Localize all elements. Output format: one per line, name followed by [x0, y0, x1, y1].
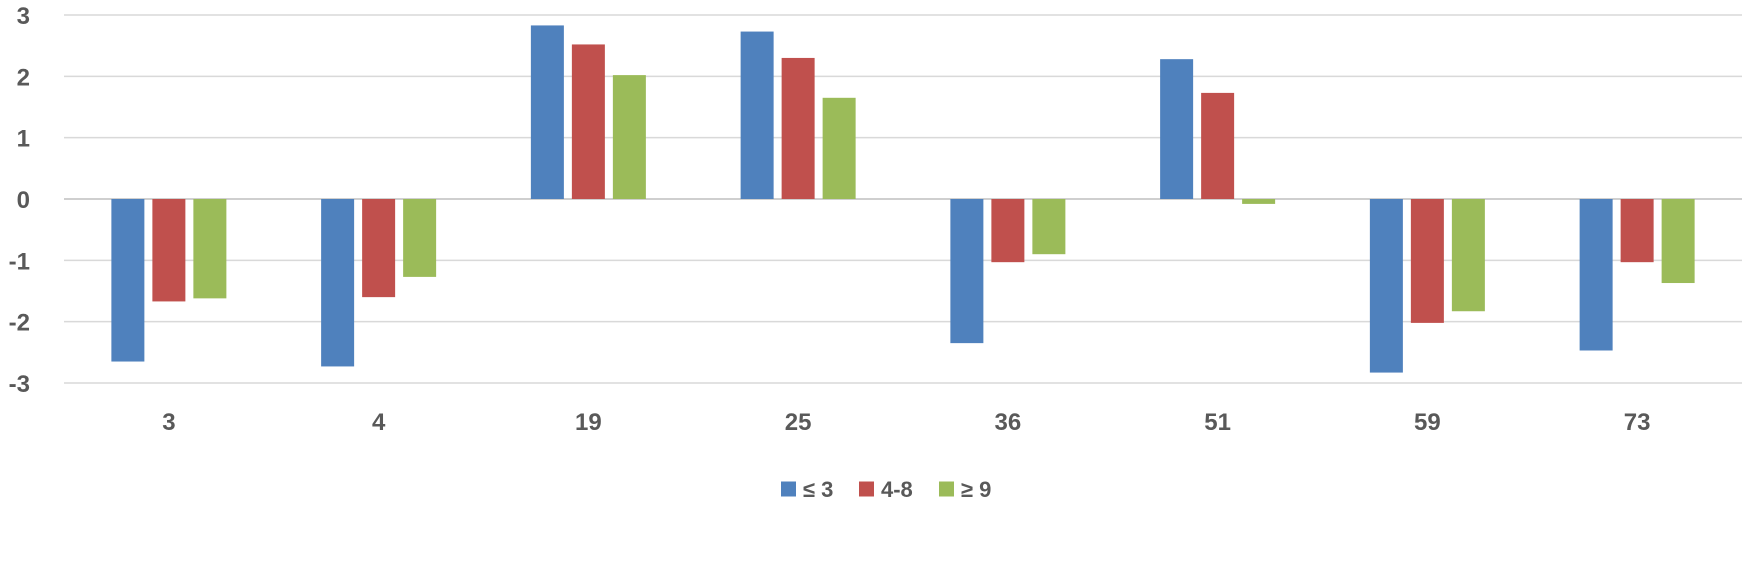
y-tick-label: 0	[17, 187, 30, 214]
bar-36-series-0	[950, 199, 984, 344]
bar-3-series-0	[111, 199, 145, 362]
legend-item: ≥ 9	[939, 477, 991, 502]
y-tick-label: -1	[9, 248, 30, 275]
bar-73-series-1	[1620, 199, 1654, 263]
bar-51-series-0	[1160, 59, 1194, 199]
y-tick-label: 3	[17, 3, 30, 30]
x-tick-label: 3	[162, 409, 175, 436]
legend: ≤ 3 4-8 ≥ 9	[781, 477, 991, 502]
bar-25-series-2	[822, 97, 856, 199]
bar-25-series-1	[781, 57, 815, 199]
x-tick-label: 4	[372, 409, 386, 436]
x-tick-label: 36	[995, 409, 1022, 436]
bar-36-series-2	[1032, 199, 1066, 255]
legend-item: ≤ 3	[781, 477, 833, 502]
y-tick-label: 1	[17, 126, 30, 153]
bar-36-series-1	[991, 199, 1025, 263]
bar-59-series-2	[1451, 199, 1485, 312]
legend-swatch	[939, 481, 954, 497]
legend-swatch	[859, 481, 874, 497]
y-tick-label: -2	[9, 310, 30, 337]
bar-4-series-2	[403, 199, 437, 277]
x-tick-label: 59	[1414, 409, 1441, 436]
legend-swatch	[781, 481, 796, 497]
gridlines	[64, 14, 1742, 384]
x-tick-label: 19	[575, 409, 602, 436]
x-tick-label: 51	[1204, 409, 1231, 436]
y-tick-label: -3	[9, 371, 30, 398]
bar-19-series-0	[530, 25, 564, 199]
bar-59-series-1	[1410, 199, 1444, 323]
bar-59-series-0	[1369, 199, 1403, 373]
bar-4-series-1	[362, 199, 396, 298]
x-tick-label: 73	[1624, 409, 1651, 436]
bar-73-series-2	[1661, 199, 1695, 284]
legend-label: ≤ 3	[803, 477, 833, 502]
bar-19-series-1	[571, 44, 605, 199]
x-tick-label: 25	[785, 409, 812, 436]
bar-73-series-0	[1579, 199, 1613, 351]
bar-3-series-1	[152, 199, 186, 302]
bars	[111, 25, 1695, 373]
y-axis-ticks: 3 2 1 0 -1 -2 -3	[9, 3, 30, 398]
bar-51-series-2	[1242, 199, 1276, 204]
legend-item: 4-8	[859, 477, 913, 502]
y-tick-label: 2	[17, 64, 30, 91]
bar-25-series-0	[740, 31, 774, 200]
bar-51-series-1	[1201, 92, 1235, 199]
bar-3-series-2	[193, 199, 227, 299]
legend-label: ≥ 9	[961, 477, 991, 502]
bar-4-series-0	[321, 199, 355, 367]
legend-label: 4-8	[881, 477, 913, 502]
bar-19-series-2	[612, 75, 646, 199]
x-axis-ticks: 3 4 19 25 36 51 59 73	[162, 409, 1650, 436]
